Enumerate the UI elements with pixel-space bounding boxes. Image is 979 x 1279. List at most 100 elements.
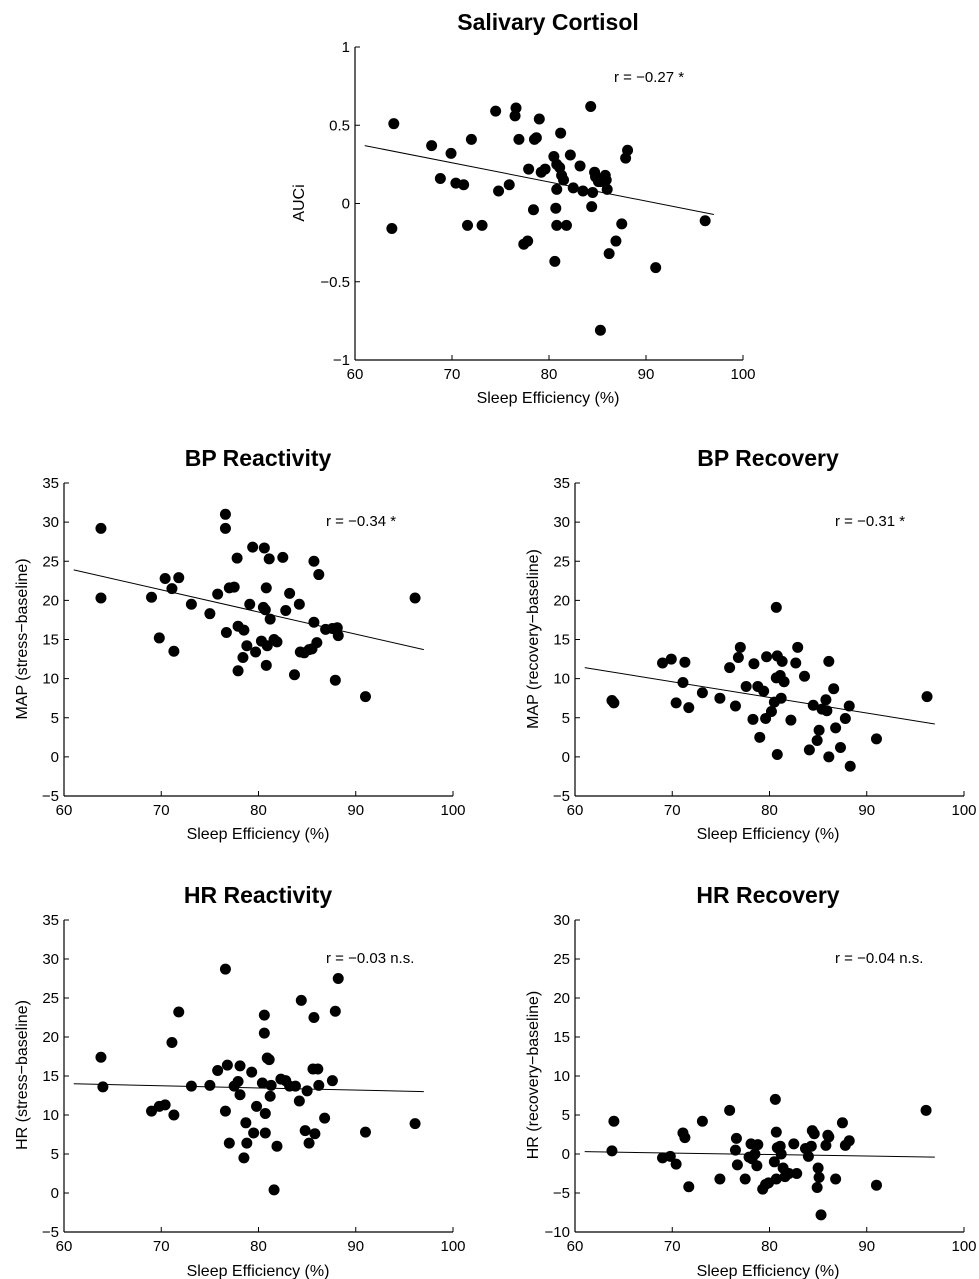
y-tick-label: −5: [553, 788, 570, 805]
y-tick-label: 25: [42, 553, 59, 570]
data-point: [95, 1051, 107, 1063]
y-tick-label: −5: [42, 1224, 59, 1241]
data-point: [268, 1184, 280, 1196]
data-point: [221, 1059, 233, 1071]
data-point: [608, 697, 620, 709]
y-tick-label: −10: [545, 1224, 570, 1241]
data-point: [533, 113, 545, 125]
data-point: [237, 651, 249, 663]
data-point: [329, 1005, 341, 1017]
y-tick-label: 30: [553, 514, 570, 531]
data-point: [622, 144, 634, 156]
data-point: [219, 522, 231, 534]
data-point: [311, 637, 323, 649]
data-point: [232, 665, 244, 677]
y-axis-label: HR (stress−baseline): [14, 1000, 31, 1150]
data-point: [811, 1182, 823, 1194]
y-tick-label: 35: [42, 475, 59, 492]
data-point: [788, 1138, 800, 1150]
panel-hr-reactivity: HR Reactivity Sleep Efficiency (%) HR (s…: [14, 882, 466, 1279]
data-point: [758, 685, 770, 697]
data-point: [204, 608, 216, 620]
x-tick-label: 90: [858, 802, 875, 819]
data-point: [870, 733, 882, 745]
y-tick-label: 5: [562, 1107, 570, 1124]
data-point: [683, 1181, 695, 1193]
data-point: [204, 1079, 216, 1091]
correlation-annotation: r = −0.04 n.s.: [835, 950, 923, 967]
data-point: [843, 1135, 855, 1147]
regression-line: [584, 667, 935, 725]
x-tick-label: 100: [440, 1238, 465, 1255]
data-point: [740, 680, 752, 692]
data-point: [751, 1160, 763, 1172]
data-point: [244, 598, 256, 610]
x-tick-label: 70: [664, 802, 681, 819]
data-point: [699, 215, 711, 227]
data-point: [308, 555, 320, 567]
panel-salivary-cortisol: Salivary Cortisol Sleep Efficiency (%) A…: [291, 9, 756, 407]
data-point: [603, 248, 615, 260]
data-point: [173, 1006, 185, 1018]
y-tick-label: −5: [553, 1185, 570, 1202]
data-point: [775, 692, 787, 704]
data-point: [259, 604, 271, 616]
data-point: [248, 1127, 260, 1139]
data-point: [724, 1104, 736, 1116]
data-point: [223, 1137, 235, 1149]
data-point: [729, 700, 741, 712]
y-tick-label: 0: [562, 749, 570, 766]
x-tick-label: 80: [761, 1238, 778, 1255]
data-point: [465, 133, 477, 145]
data-point: [313, 569, 325, 581]
data-point: [159, 572, 171, 584]
data-point: [731, 1159, 743, 1171]
data-point: [263, 553, 275, 565]
data-point: [771, 749, 783, 761]
y-tick-label: 20: [553, 990, 570, 1007]
y-tick-label: 25: [553, 553, 570, 570]
data-point: [258, 542, 270, 554]
data-point: [493, 185, 505, 197]
data-point: [159, 1099, 171, 1111]
data-point: [776, 655, 788, 667]
data-point: [587, 187, 599, 199]
data-point: [212, 1065, 224, 1077]
data-point: [608, 1115, 620, 1127]
data-point: [219, 508, 231, 520]
data-point: [600, 174, 612, 186]
y-tick-label: 10: [42, 1107, 59, 1124]
x-tick-label: 90: [347, 1238, 364, 1255]
data-point: [265, 1079, 277, 1091]
data-point: [560, 219, 572, 231]
data-point: [490, 105, 502, 117]
data-point: [250, 646, 262, 658]
data-point: [313, 1079, 325, 1091]
data-point: [594, 324, 606, 336]
data-point: [260, 582, 272, 594]
data-point: [807, 699, 819, 711]
data-point: [577, 185, 589, 197]
data-point: [185, 1080, 197, 1092]
correlation-annotation: r = −0.27 *: [614, 69, 684, 86]
data-point: [724, 662, 736, 674]
data-point: [783, 1168, 795, 1179]
data-point: [271, 1140, 283, 1152]
x-tick-label: 60: [56, 802, 73, 819]
data-point: [238, 624, 250, 636]
y-tick-label: 10: [553, 1068, 570, 1085]
y-tick-label: 35: [553, 475, 570, 492]
data-point: [769, 1093, 781, 1105]
data-point: [260, 659, 272, 671]
data-point: [219, 1105, 231, 1117]
data-point: [665, 653, 677, 665]
y-tick-label: 10: [553, 671, 570, 688]
data-point: [754, 731, 766, 743]
y-tick-label: 30: [553, 912, 570, 929]
x-tick-label: 90: [858, 1238, 875, 1255]
data-point: [823, 751, 835, 763]
data-point: [240, 1117, 252, 1129]
data-point: [212, 588, 224, 600]
data-point: [476, 219, 488, 231]
data-point: [770, 1173, 782, 1185]
